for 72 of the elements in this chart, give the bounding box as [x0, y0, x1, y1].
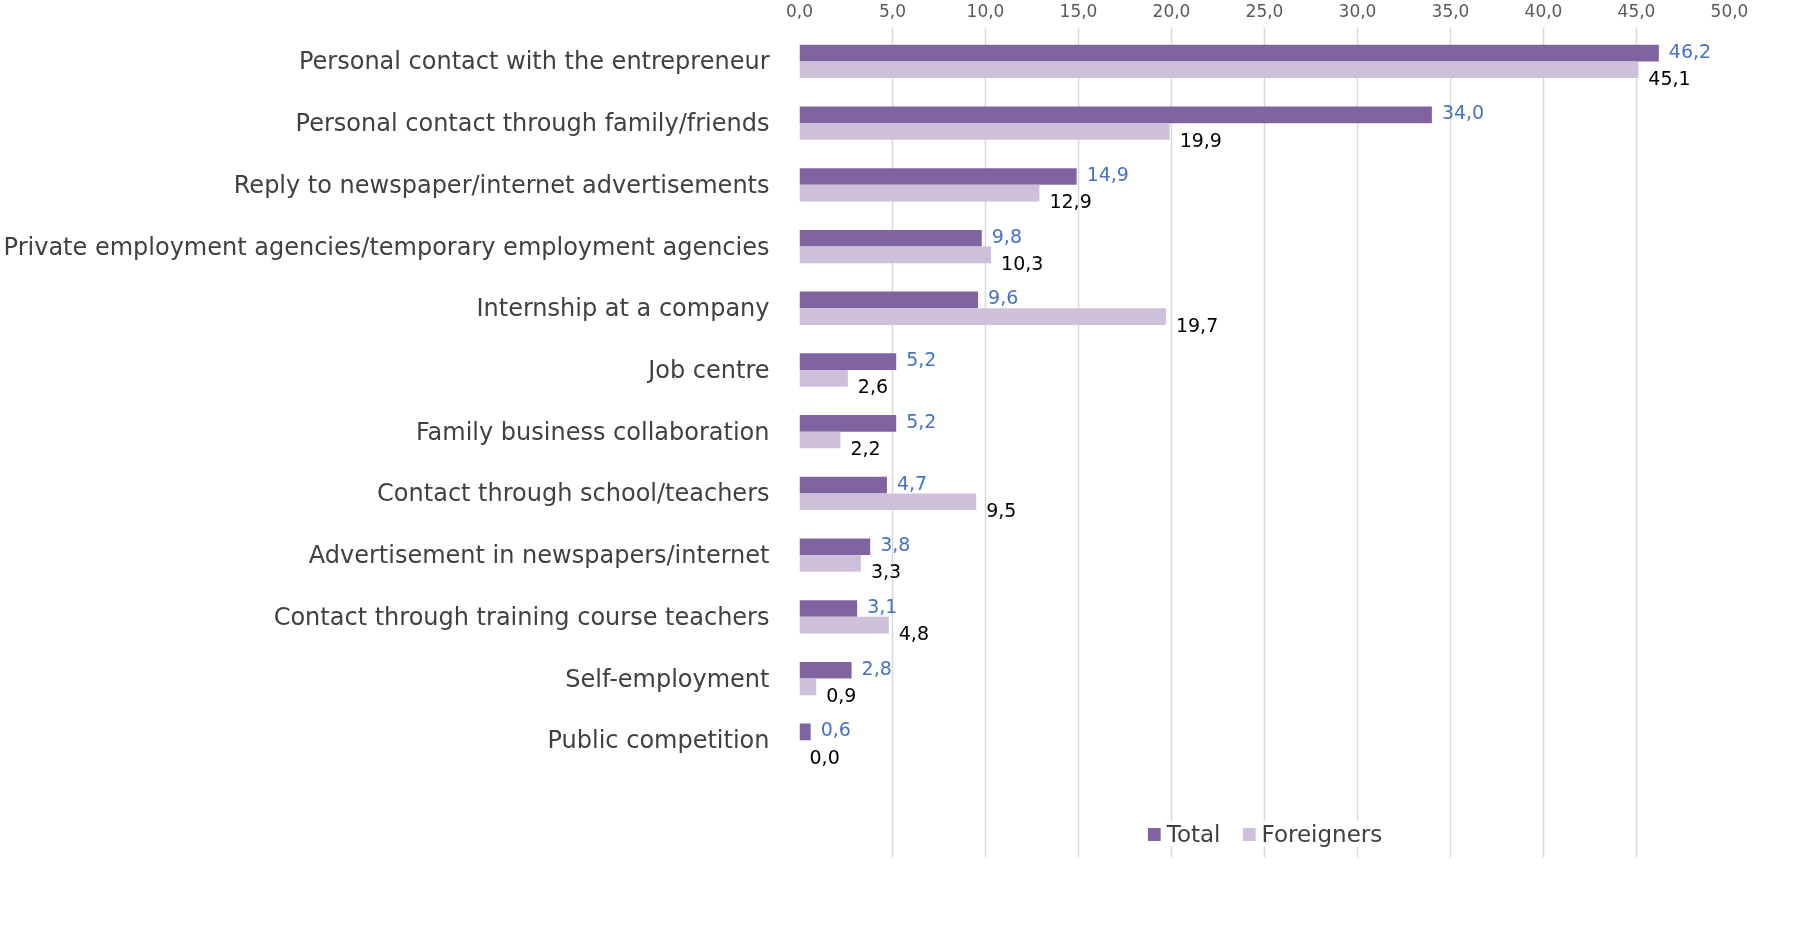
legend-label: Total — [1166, 821, 1221, 847]
x-tick-label: 25,0 — [1245, 0, 1284, 21]
bar — [799, 168, 1077, 185]
y-tick-label: Private employment agencies/temporary employment agencies — [3, 232, 770, 261]
data-label: 3,3 — [870, 560, 902, 583]
bar — [799, 229, 982, 247]
data-label: 5,2 — [906, 348, 937, 371]
bar — [799, 476, 887, 494]
bar — [799, 538, 871, 556]
bar — [799, 678, 817, 696]
data-label: 4,7 — [896, 471, 928, 494]
x-tick-label: 0,0 — [785, 0, 814, 21]
bar — [799, 555, 861, 572]
x-tick-label: 45,0 — [1617, 0, 1656, 21]
bar — [799, 369, 848, 387]
x-tick-label: 20,0 — [1152, 0, 1191, 21]
data-label: 3,8 — [880, 533, 911, 556]
data-label: 19,9 — [1179, 128, 1222, 151]
y-tick-label: Family business collaboration — [416, 417, 770, 446]
data-label: 2,6 — [857, 375, 889, 398]
bar — [799, 106, 1432, 124]
data-label: 19,7 — [1175, 313, 1219, 336]
data-label: 9,5 — [986, 498, 1017, 521]
data-label: 34,0 — [1441, 101, 1485, 124]
x-tick-label: 40,0 — [1524, 0, 1563, 21]
bar — [799, 415, 897, 432]
data-label: 45,1 — [1648, 66, 1691, 89]
bar — [799, 246, 992, 264]
bar — [799, 123, 1170, 140]
data-label: 10,3 — [1001, 251, 1044, 274]
data-label: 9,6 — [988, 286, 1019, 309]
y-tick-label: Advertisement in newspapers/internet — [308, 541, 770, 570]
y-tick-label: Contact through school/teachers — [377, 479, 770, 508]
data-label: 46,2 — [1668, 39, 1712, 62]
bar — [799, 184, 1040, 202]
y-tick-label: Personal contact with the entrepreneur — [298, 47, 770, 76]
bar — [799, 616, 889, 634]
y-tick-label: Personal contact through family/friends — [295, 109, 770, 138]
bar — [799, 61, 1639, 79]
x-tick-label: 30,0 — [1338, 0, 1377, 21]
data-label: 0,0 — [809, 745, 840, 768]
bar — [799, 723, 811, 741]
x-tick-label: 15,0 — [1059, 0, 1098, 21]
data-label: 0,6 — [820, 718, 851, 741]
x-tick-label: 35,0 — [1431, 0, 1470, 21]
y-tick-label: Reply to newspaper/internet advertisements — [233, 170, 770, 199]
bar — [799, 600, 858, 617]
bar — [799, 661, 852, 679]
bar — [799, 291, 979, 309]
x-tick-label: 50,0 — [1710, 0, 1749, 21]
bar — [799, 44, 1659, 62]
bar — [799, 493, 977, 511]
data-label: 0,9 — [826, 683, 857, 706]
y-tick-label: Internship at a company — [476, 294, 770, 323]
data-label: 14,9 — [1086, 163, 1129, 186]
bar — [799, 353, 897, 370]
y-tick-label: Contact through training course teachers — [273, 602, 770, 631]
x-tick-label: 10,0 — [966, 0, 1005, 21]
data-label: 2,8 — [861, 656, 892, 679]
x-tick-label: 5,0 — [878, 0, 907, 21]
data-label: 5,2 — [906, 409, 937, 432]
data-label: 9,8 — [991, 224, 1022, 247]
data-label: 3,1 — [867, 595, 898, 618]
y-tick-label: Job centre — [646, 355, 770, 384]
data-label: 2,2 — [850, 437, 881, 460]
y-tick-label: Self-employment — [565, 664, 770, 693]
bar — [799, 308, 1166, 325]
legend-label: Foreigners — [1261, 821, 1383, 847]
data-label: 12,9 — [1049, 190, 1092, 213]
bar — [799, 431, 841, 449]
data-label: 4,8 — [898, 622, 929, 645]
y-tick-label: Public competition — [547, 726, 770, 755]
